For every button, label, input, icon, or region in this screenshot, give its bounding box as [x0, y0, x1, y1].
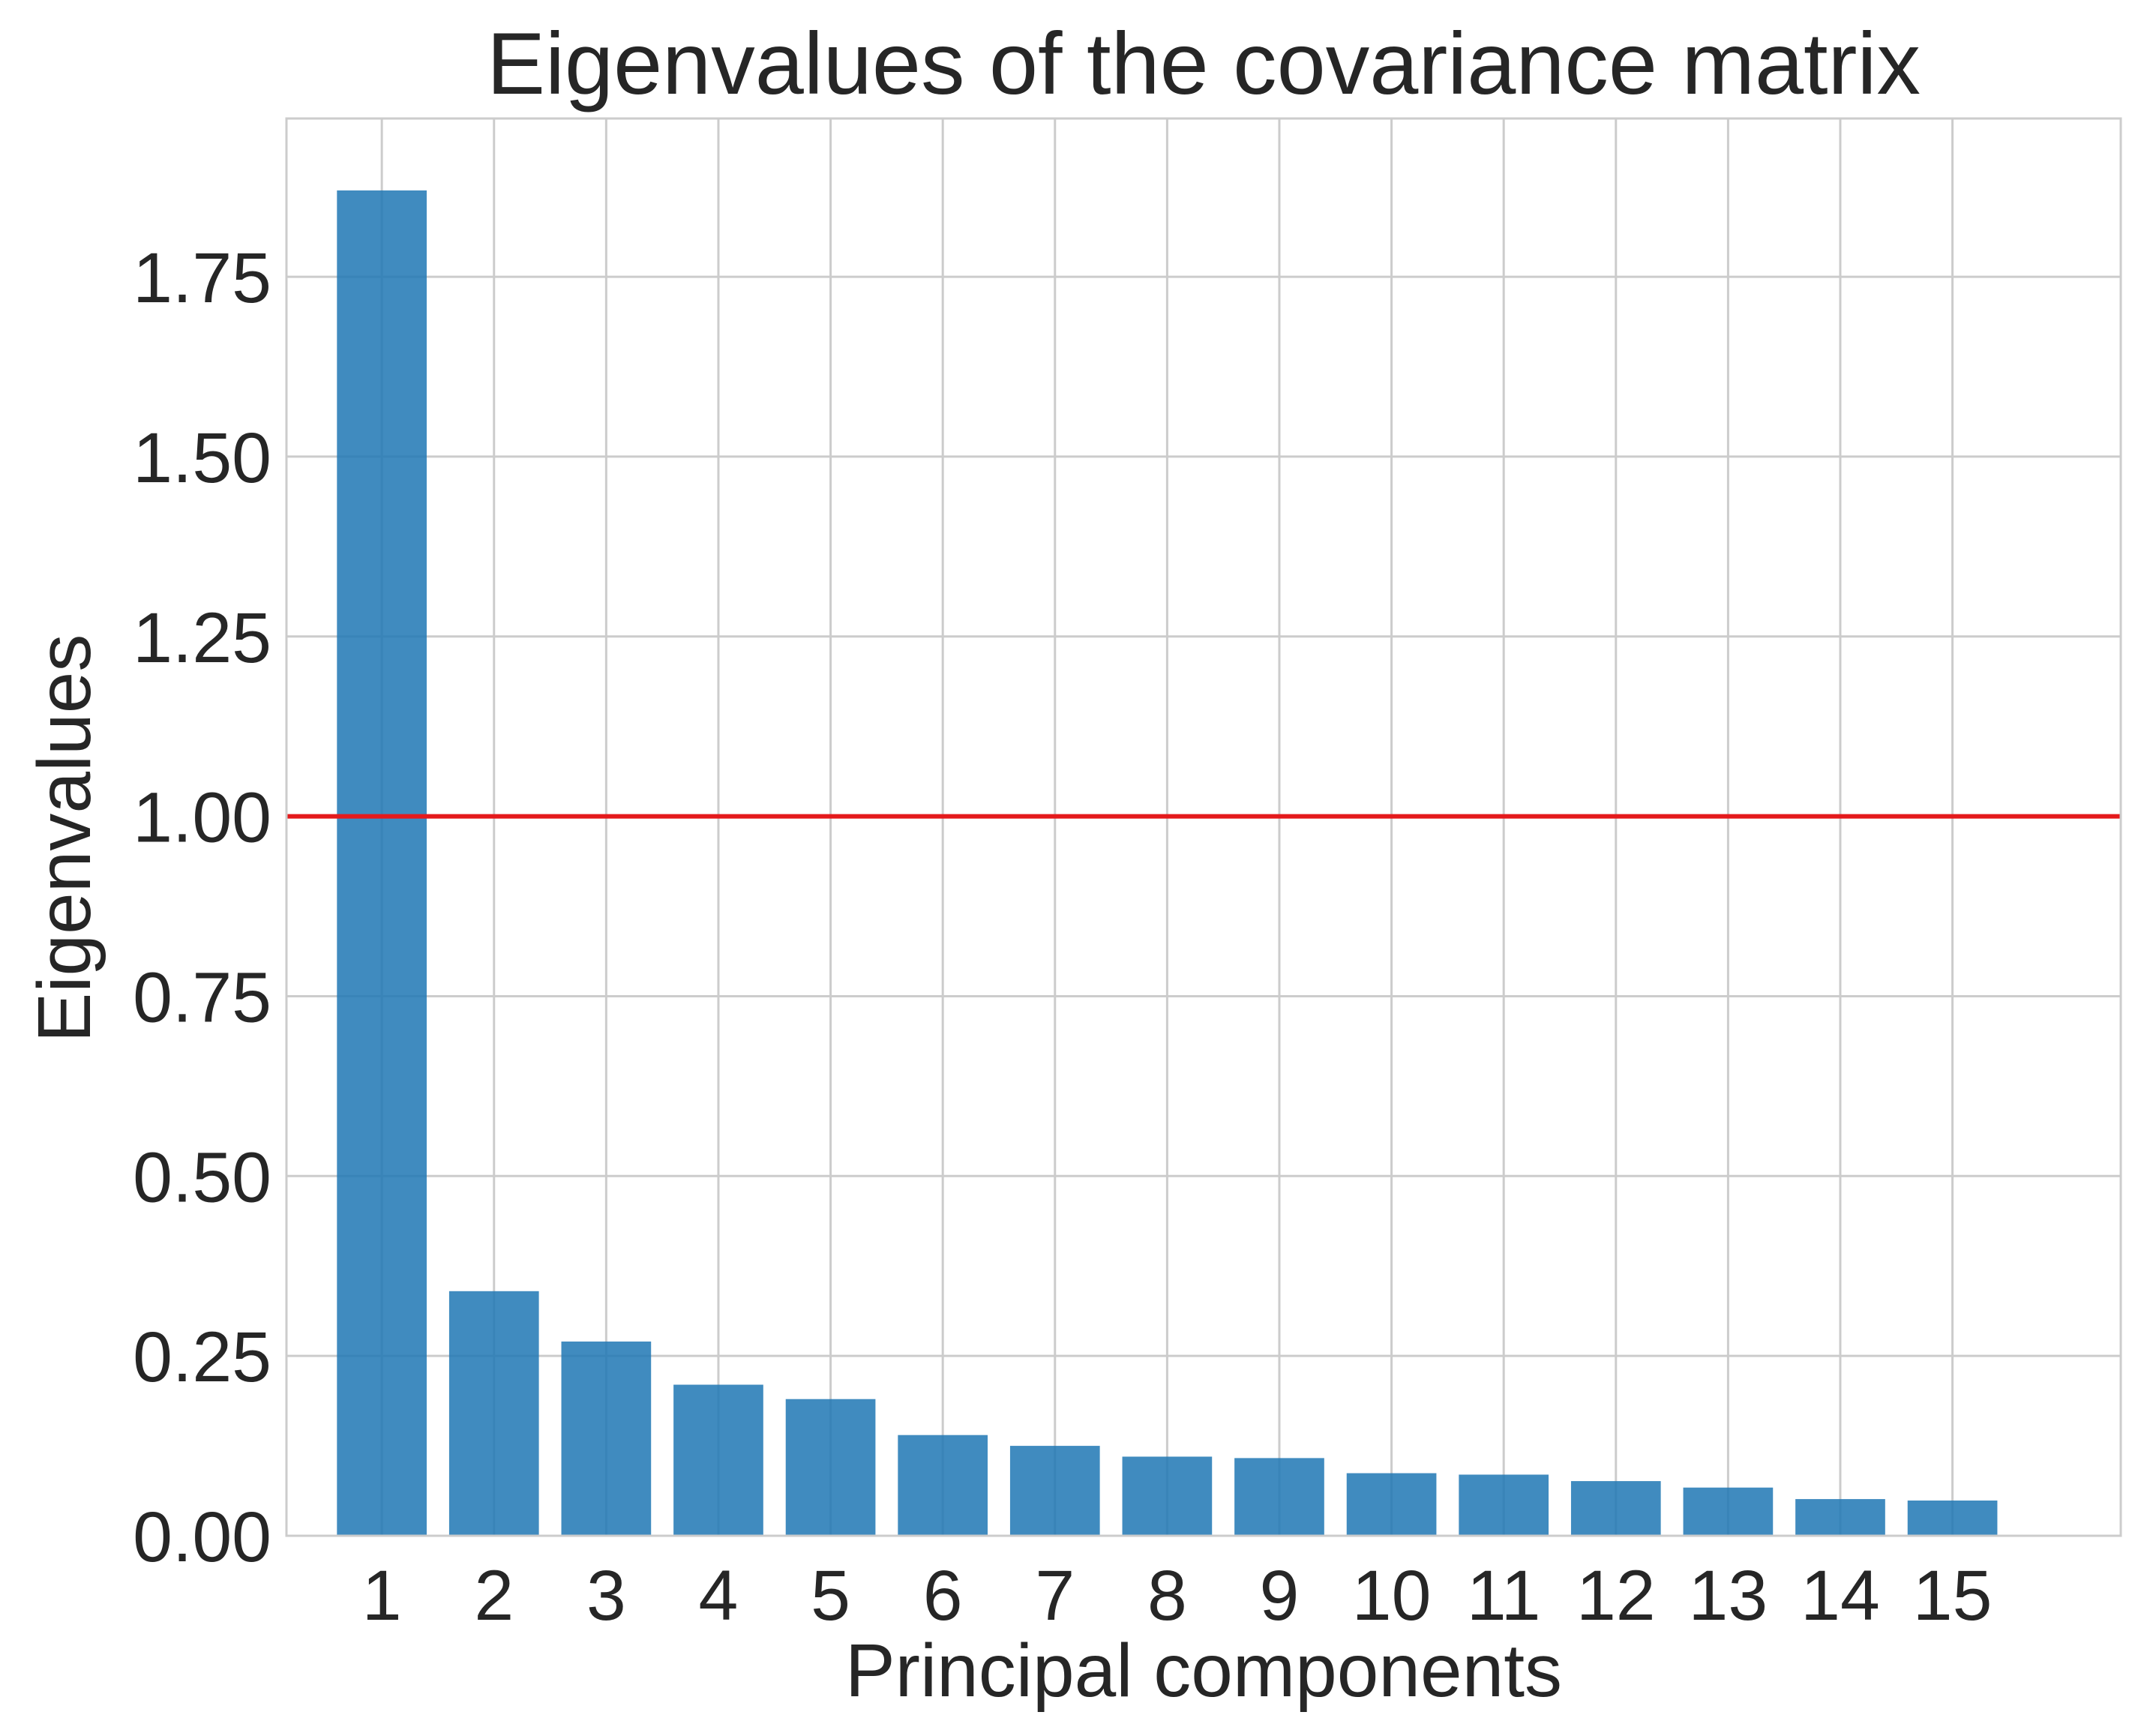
bar: [1795, 1499, 1885, 1536]
x-tick-label: 13: [1689, 1556, 1768, 1636]
y-axis-label: Eigenvalues: [22, 634, 106, 1043]
x-tick-label: 4: [699, 1556, 739, 1636]
bar: [1683, 1487, 1774, 1536]
x-tick-label: 14: [1801, 1556, 1880, 1636]
x-tick-label: 7: [1035, 1556, 1075, 1636]
x-tick-label: 9: [1260, 1556, 1300, 1636]
bar: [673, 1384, 763, 1536]
y-tick-label: 0.25: [133, 1318, 271, 1397]
bar: [1907, 1500, 1998, 1536]
bar: [1009, 1446, 1100, 1536]
bar: [1122, 1456, 1213, 1536]
bar: [1234, 1458, 1324, 1536]
x-tick-label: 15: [1913, 1556, 1993, 1636]
bar: [1346, 1473, 1437, 1536]
axes-frame: [285, 117, 2122, 1537]
x-tick-label: 6: [923, 1556, 963, 1636]
x-tick-label: 5: [811, 1556, 850, 1636]
x-tick-label: 8: [1147, 1556, 1187, 1636]
y-tick-label: 0.75: [133, 958, 271, 1037]
x-tick-label: 10: [1352, 1556, 1432, 1636]
x-tick-labels: 1 2 3 4 5 6 7 8 9 10 11 12 13 14 15: [362, 1556, 1993, 1636]
x-tick-label: 1: [362, 1556, 402, 1636]
vertical-gridlines: [380, 118, 1954, 1536]
x-tick-label: 3: [586, 1556, 626, 1636]
x-tick-label: 12: [1576, 1556, 1656, 1636]
chart-title: Eigenvalues of the covariance matrix: [487, 14, 1921, 112]
bar: [1570, 1481, 1661, 1536]
bar: [785, 1399, 876, 1536]
y-tick-label: 0.00: [133, 1498, 271, 1577]
bars: [337, 190, 1998, 1536]
bar: [898, 1435, 988, 1536]
x-tick-label: 2: [474, 1556, 514, 1636]
bar: [448, 1291, 539, 1536]
bar: [561, 1341, 652, 1536]
y-tick-label: 1.50: [133, 418, 271, 498]
x-tick-label: 11: [1467, 1556, 1541, 1636]
y-tick-labels: 0.00 0.25 0.50 0.75 1.00 1.25 1.50 1.75: [133, 238, 271, 1577]
x-axis-label: Principal components: [845, 1629, 1562, 1713]
y-tick-label: 1.00: [133, 778, 271, 858]
bar: [337, 190, 427, 1536]
y-tick-label: 1.25: [133, 598, 271, 678]
y-tick-label: 1.75: [133, 238, 271, 318]
y-tick-label: 0.50: [133, 1138, 271, 1217]
bar: [1459, 1474, 1549, 1536]
